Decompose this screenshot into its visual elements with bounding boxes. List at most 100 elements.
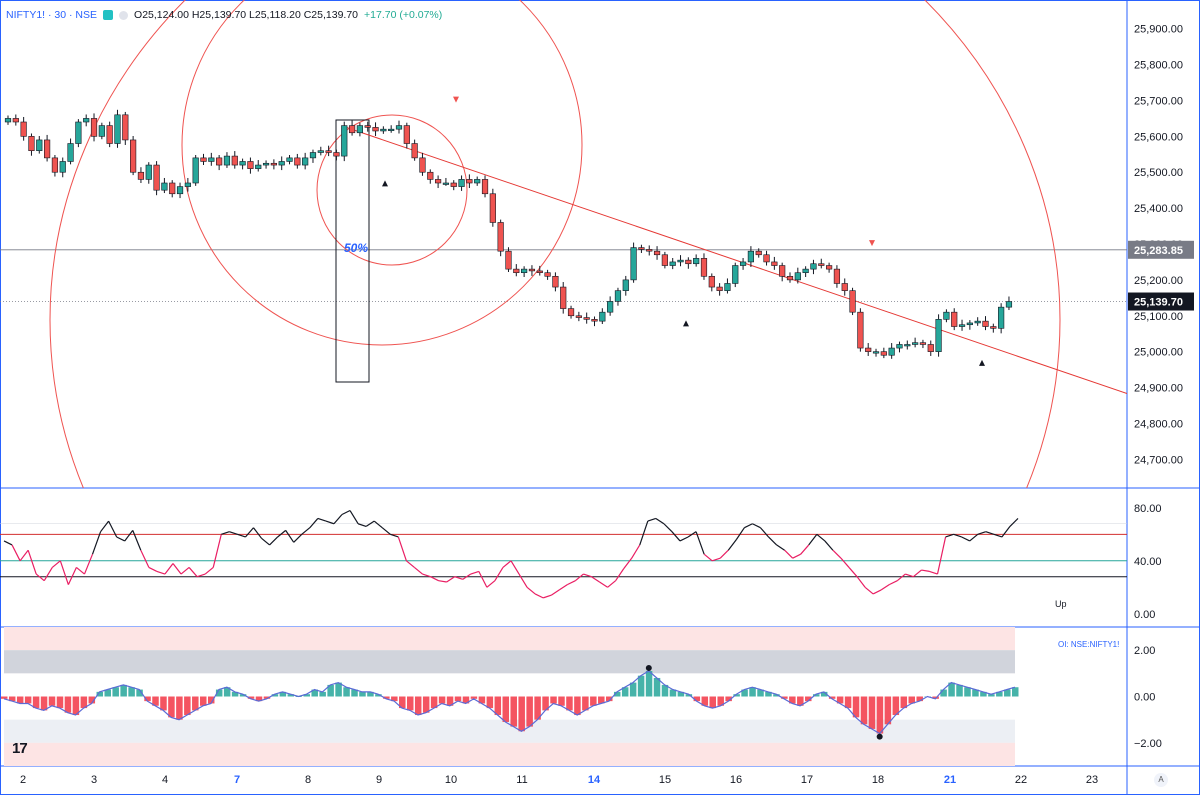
- candle[interactable]: [786, 272, 794, 283]
- fib-circle-inner[interactable]: [316, 114, 468, 266]
- candle[interactable]: [544, 269, 551, 280]
- candle[interactable]: [505, 247, 512, 272]
- candle[interactable]: [106, 121, 113, 148]
- candle[interactable]: [223, 152, 231, 168]
- candle[interactable]: [567, 305, 575, 319]
- candle[interactable]: [943, 309, 950, 323]
- candle[interactable]: [458, 175, 465, 191]
- rectangle-drawing[interactable]: [335, 119, 370, 383]
- candle[interactable]: [130, 135, 137, 176]
- candle[interactable]: [294, 153, 301, 169]
- candle[interactable]: [67, 138, 74, 165]
- candle[interactable]: [888, 343, 895, 359]
- candle[interactable]: [161, 177, 168, 194]
- candle[interactable]: [153, 161, 160, 196]
- candle[interactable]: [998, 303, 1005, 334]
- candle[interactable]: [912, 337, 919, 348]
- candle[interactable]: [192, 155, 199, 186]
- candle[interactable]: [278, 156, 285, 171]
- candle[interactable]: [208, 152, 215, 166]
- candle[interactable]: [724, 278, 731, 294]
- candle[interactable]: [341, 121, 348, 162]
- candle[interactable]: [560, 282, 567, 314]
- candle[interactable]: [646, 245, 653, 256]
- candle[interactable]: [810, 259, 817, 275]
- candle[interactable]: [763, 250, 770, 266]
- candle[interactable]: [716, 283, 723, 296]
- candle[interactable]: [348, 120, 356, 136]
- candle[interactable]: [481, 175, 489, 198]
- candle[interactable]: [536, 265, 543, 276]
- candle[interactable]: [622, 275, 629, 296]
- candle[interactable]: [388, 125, 395, 133]
- candle[interactable]: [935, 314, 942, 357]
- candle[interactable]: [286, 155, 293, 165]
- candle[interactable]: [857, 308, 864, 352]
- candle[interactable]: [98, 122, 105, 140]
- candle[interactable]: [521, 266, 528, 278]
- candle[interactable]: [849, 287, 856, 316]
- candle[interactable]: [184, 177, 191, 192]
- chart-legend-header[interactable]: NIFTY1! · 30 · NSE O25,124.00 H25,139.70…: [6, 9, 442, 21]
- candle[interactable]: [739, 257, 747, 270]
- price-axis[interactable]: 24,700.00 24,800.00 24,900.00 25,000.00 25,1…: [1128, 24, 1194, 467]
- candle[interactable]: [747, 246, 754, 267]
- candle[interactable]: [43, 134, 51, 162]
- candle[interactable]: [708, 273, 715, 292]
- candle[interactable]: [380, 126, 387, 134]
- candle[interactable]: [872, 348, 880, 357]
- candle[interactable]: [59, 157, 66, 178]
- candle[interactable]: [333, 149, 340, 161]
- candle[interactable]: [552, 272, 559, 292]
- candle[interactable]: [122, 111, 129, 145]
- candle[interactable]: [638, 244, 645, 253]
- candle[interactable]: [528, 265, 536, 276]
- candle[interactable]: [28, 133, 35, 156]
- candle[interactable]: [685, 257, 692, 269]
- candle[interactable]: [200, 153, 207, 166]
- candle[interactable]: [317, 146, 324, 156]
- candle[interactable]: [83, 114, 90, 127]
- candle[interactable]: [20, 116, 27, 141]
- candle[interactable]: [356, 122, 364, 137]
- candle[interactable]: [794, 267, 801, 284]
- candle[interactable]: [677, 255, 684, 267]
- candle[interactable]: [755, 248, 762, 258]
- hline-price-badge[interactable]: [1128, 240, 1194, 259]
- candle[interactable]: [216, 155, 223, 171]
- candle[interactable]: [990, 323, 997, 333]
- candle[interactable]: [176, 182, 184, 199]
- candle[interactable]: [825, 262, 833, 273]
- fib-circle-outer[interactable]: [181, 0, 583, 346]
- auto-scale-button[interactable]: A: [1154, 773, 1168, 787]
- candle[interactable]: [239, 158, 246, 170]
- settings-dot-icon[interactable]: [119, 10, 129, 20]
- candle[interactable]: [442, 177, 450, 186]
- candle[interactable]: [974, 317, 981, 326]
- candle[interactable]: [1005, 296, 1013, 311]
- candle[interactable]: [90, 113, 98, 142]
- candle[interactable]: [919, 339, 927, 349]
- symbol-label[interactable]: NIFTY1! · 30 · NSE: [6, 9, 98, 21]
- candle[interactable]: [575, 311, 582, 322]
- candle[interactable]: [309, 149, 317, 163]
- candle[interactable]: [771, 256, 778, 270]
- candle[interactable]: [630, 242, 637, 283]
- candle[interactable]: [779, 262, 786, 282]
- candle[interactable]: [958, 319, 966, 331]
- candle[interactable]: [982, 316, 989, 331]
- candle[interactable]: [583, 312, 590, 324]
- candle[interactable]: [12, 114, 19, 126]
- candle[interactable]: [231, 151, 238, 169]
- candle[interactable]: [732, 262, 739, 288]
- candle[interactable]: [802, 266, 809, 278]
- candle[interactable]: [364, 121, 371, 132]
- candle[interactable]: [51, 155, 59, 177]
- candle[interactable]: [450, 180, 457, 191]
- candle[interactable]: [818, 258, 825, 269]
- candle[interactable]: [489, 188, 496, 227]
- candle[interactable]: [411, 139, 418, 161]
- candle[interactable]: [302, 152, 309, 170]
- candle[interactable]: [247, 157, 254, 174]
